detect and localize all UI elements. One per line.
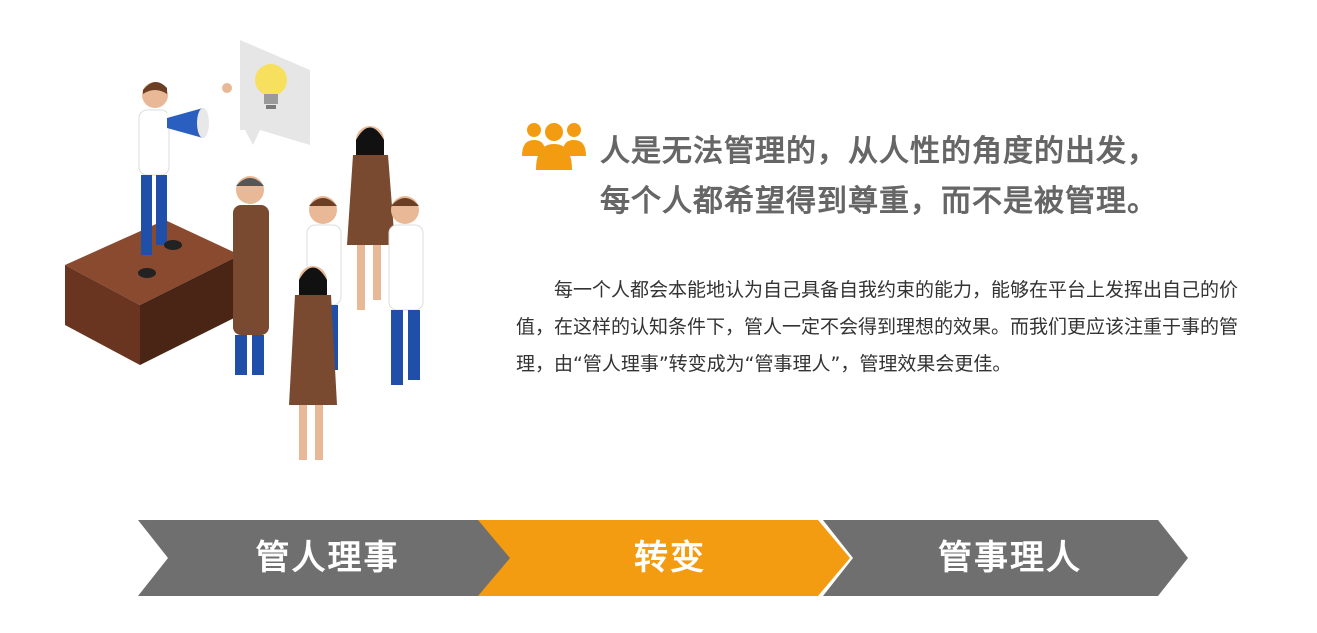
people-group-icon bbox=[522, 123, 586, 170]
body-paragraph: 每一个人都会本能地认为自己具备自我约束的能力，能够在平台上发挥出自己的价值，在这… bbox=[516, 279, 1239, 375]
lightbulb-icon bbox=[240, 40, 310, 145]
heading-line-1: 人是无法管理的，从人性的角度的出发， bbox=[600, 134, 1158, 169]
step-arrow-3 bbox=[823, 520, 1188, 596]
audience-figure-4 bbox=[388, 196, 424, 385]
speaker-figure bbox=[138, 81, 232, 278]
step-arrow-2 bbox=[478, 520, 850, 596]
team-illustration bbox=[65, 40, 424, 460]
podium bbox=[65, 220, 240, 365]
step-label-2: 转变 bbox=[634, 538, 706, 578]
process-arrow-bar bbox=[138, 520, 1188, 596]
step-label-3: 管事理人 bbox=[938, 538, 1082, 578]
heading-line-2: 每个人都希望得到尊重，而不是被管理。 bbox=[600, 184, 1158, 219]
audience-figure-1 bbox=[233, 176, 269, 375]
audience-figure-2 bbox=[347, 126, 395, 310]
step-label-1: 管人理事 bbox=[255, 538, 400, 578]
step-arrow-1 bbox=[138, 520, 513, 596]
audience-figure-5 bbox=[289, 266, 337, 460]
